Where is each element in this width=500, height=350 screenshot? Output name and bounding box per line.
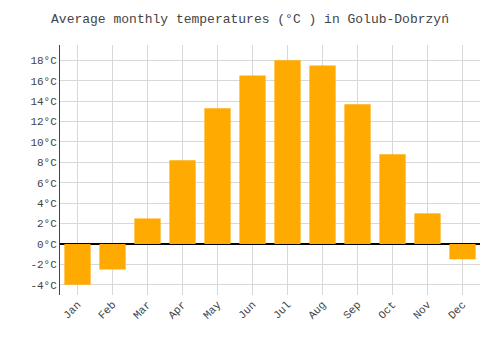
svg-text:Jan: Jan: [61, 299, 83, 321]
svg-text:14°C: 14°C: [30, 96, 57, 108]
svg-text:Apr: Apr: [166, 299, 188, 321]
svg-text:Sep: Sep: [341, 299, 363, 321]
svg-text:10°C: 10°C: [30, 137, 57, 149]
svg-text:18°C: 18°C: [30, 55, 57, 67]
svg-text:12°C: 12°C: [30, 116, 57, 128]
svg-text:-2°C: -2°C: [30, 259, 57, 271]
svg-text:Jun: Jun: [236, 299, 258, 321]
svg-text:-4°C: -4°C: [30, 280, 57, 292]
svg-text:Nov: Nov: [411, 299, 434, 322]
svg-text:Dec: Dec: [446, 299, 468, 321]
svg-text:Mar: Mar: [131, 299, 153, 321]
svg-text:6°C: 6°C: [37, 178, 57, 190]
svg-text:4°C: 4°C: [37, 198, 57, 210]
svg-text:May: May: [201, 299, 224, 322]
svg-text:2°C: 2°C: [37, 218, 57, 230]
svg-text:Jul: Jul: [271, 299, 293, 321]
svg-text:8°C: 8°C: [37, 157, 57, 169]
svg-text:Oct: Oct: [376, 299, 398, 321]
svg-text:0°C: 0°C: [37, 239, 57, 251]
svg-text:16°C: 16°C: [30, 76, 57, 88]
svg-text:Average monthly temperatures (: Average monthly temperatures (°C ) in Go…: [51, 12, 449, 27]
svg-text:Aug: Aug: [306, 299, 328, 321]
svg-text:Feb: Feb: [96, 299, 118, 321]
